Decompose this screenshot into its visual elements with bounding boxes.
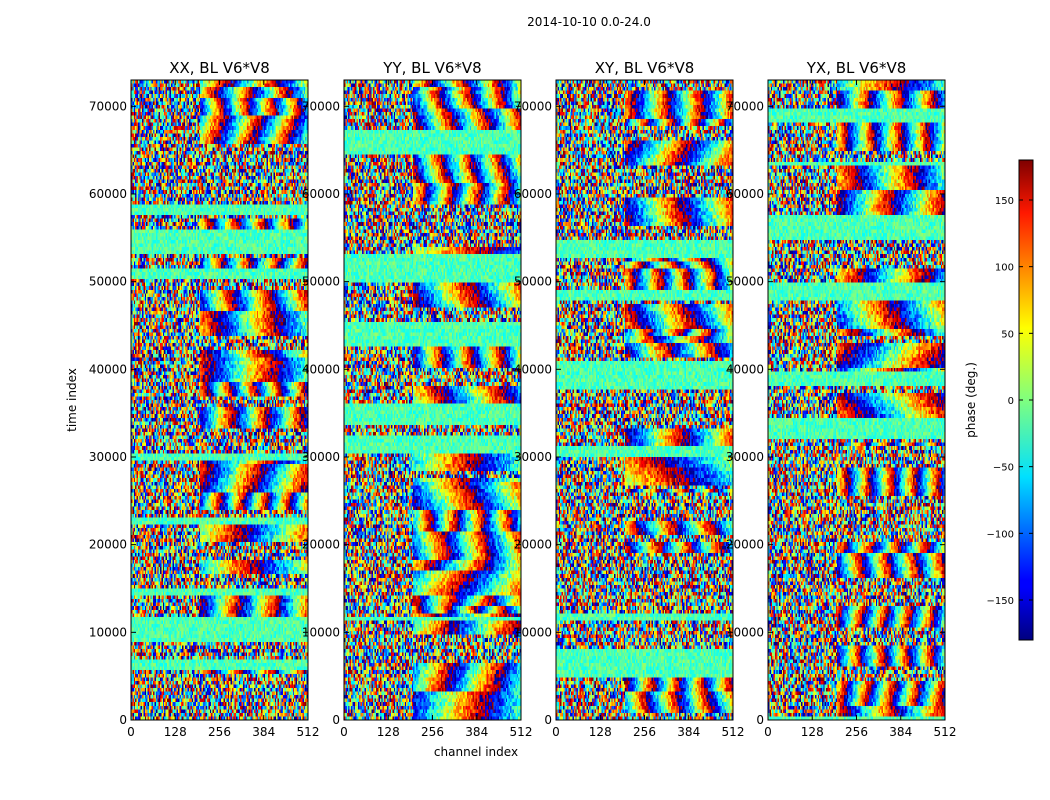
panel-2: YY, BL V6*V8 0 128 256 384 512 0 10000 20000 3000… <box>302 59 533 739</box>
y-tick-label: 0 <box>544 713 552 727</box>
y-tick-label: 10000 <box>726 625 764 639</box>
x-tick-label: 256 <box>845 725 868 739</box>
x-tick-label: 128 <box>801 725 824 739</box>
y-tick-label: 70000 <box>302 99 340 113</box>
colorbar-tick-label: 50 <box>1001 329 1014 340</box>
y-tick-label: 40000 <box>726 362 764 376</box>
y-tick-label: 40000 <box>514 362 552 376</box>
y-tick-label: 0 <box>119 713 127 727</box>
x-tick-label: 0 <box>127 725 135 739</box>
y-tick-label: 50000 <box>726 275 764 289</box>
panel-3: XY, BL V6*V8 0 128 256 384 512 0 10000 20000 3000… <box>514 59 745 739</box>
heatmap-image <box>344 80 521 720</box>
panels-layer: XX, BL V6*V8 0 128 256 384 512 0 10000 20000 3000… <box>89 59 957 739</box>
y-tick-label: 50000 <box>514 275 552 289</box>
x-tick-label: 512 <box>722 725 745 739</box>
y-tick-label: 50000 <box>89 275 127 289</box>
x-tick-label: 256 <box>208 725 231 739</box>
heatmap-image <box>556 80 733 720</box>
panel-1: XX, BL V6*V8 0 128 256 384 512 0 10000 20000 3000… <box>89 59 320 739</box>
y-tick-label: 10000 <box>89 625 127 639</box>
y-tick-label: 0 <box>332 713 340 727</box>
x-tick-label: 384 <box>677 725 700 739</box>
x-tick-label: 384 <box>252 725 275 739</box>
x-tick-label: 384 <box>465 725 488 739</box>
y-tick-label: 50000 <box>302 275 340 289</box>
colorbar-tick-label: −50 <box>993 463 1014 474</box>
x-tick-label: 384 <box>889 725 912 739</box>
colorbar-tick-label: 100 <box>995 263 1014 274</box>
heatmap-image <box>131 80 308 720</box>
y-tick-label: 70000 <box>726 99 764 113</box>
colorbar-tick-label: 0 <box>1008 396 1014 407</box>
y-tick-label: 30000 <box>514 450 552 464</box>
panel-title: XX, BL V6*V8 <box>169 59 270 77</box>
panel-title: YX, BL V6*V8 <box>806 59 907 77</box>
x-axis-label: channel index <box>434 745 518 759</box>
x-tick-label: 256 <box>421 725 444 739</box>
y-tick-label: 30000 <box>302 450 340 464</box>
panel-title: YY, BL V6*V8 <box>382 59 481 77</box>
y-tick-label: 0 <box>756 713 764 727</box>
panel-4: YX, BL V6*V8 0 128 256 384 512 0 10000 20000 3000… <box>726 59 957 739</box>
y-tick-label: 60000 <box>726 187 764 201</box>
colorbar-ticks: 150 100 50 0 −50 −100 −150 <box>987 196 1033 607</box>
x-tick-label: 0 <box>764 725 772 739</box>
y-tick-label: 20000 <box>89 538 127 552</box>
y-tick-label: 70000 <box>514 99 552 113</box>
x-tick-label: 512 <box>934 725 957 739</box>
panel-title: XY, BL V6*V8 <box>595 59 695 77</box>
figure-suptitle: 2014-10-10 0.0-24.0 <box>527 15 651 29</box>
y-tick-label: 60000 <box>89 187 127 201</box>
y-tick-label: 40000 <box>302 362 340 376</box>
colorbar-label: phase (deg.) <box>964 362 978 438</box>
y-tick-label: 60000 <box>302 187 340 201</box>
x-tick-label: 512 <box>510 725 533 739</box>
colorbar-tick-label: −100 <box>987 529 1014 540</box>
heatmap-image <box>768 80 945 720</box>
x-tick-label: 512 <box>297 725 320 739</box>
x-tick-label: 128 <box>589 725 612 739</box>
y-tick-label: 40000 <box>89 362 127 376</box>
y-tick-label: 20000 <box>302 538 340 552</box>
y-tick-label: 30000 <box>89 450 127 464</box>
y-tick-label: 10000 <box>302 625 340 639</box>
y-axis-label: time index <box>65 368 79 432</box>
y-tick-label: 20000 <box>514 538 552 552</box>
y-tick-label: 70000 <box>89 99 127 113</box>
x-tick-label: 256 <box>633 725 656 739</box>
x-tick-label: 128 <box>377 725 400 739</box>
x-tick-label: 128 <box>164 725 187 739</box>
colorbar-tick-label: −150 <box>987 596 1014 607</box>
y-tick-label: 60000 <box>514 187 552 201</box>
colorbar-tick-label: 150 <box>995 196 1014 207</box>
x-tick-label: 0 <box>340 725 348 739</box>
y-tick-label: 20000 <box>726 538 764 552</box>
y-tick-label: 30000 <box>726 450 764 464</box>
y-tick-label: 10000 <box>514 625 552 639</box>
x-tick-label: 0 <box>552 725 560 739</box>
colorbar: 150 100 50 0 −50 −100 −150 phase (deg.) <box>964 159 1034 641</box>
